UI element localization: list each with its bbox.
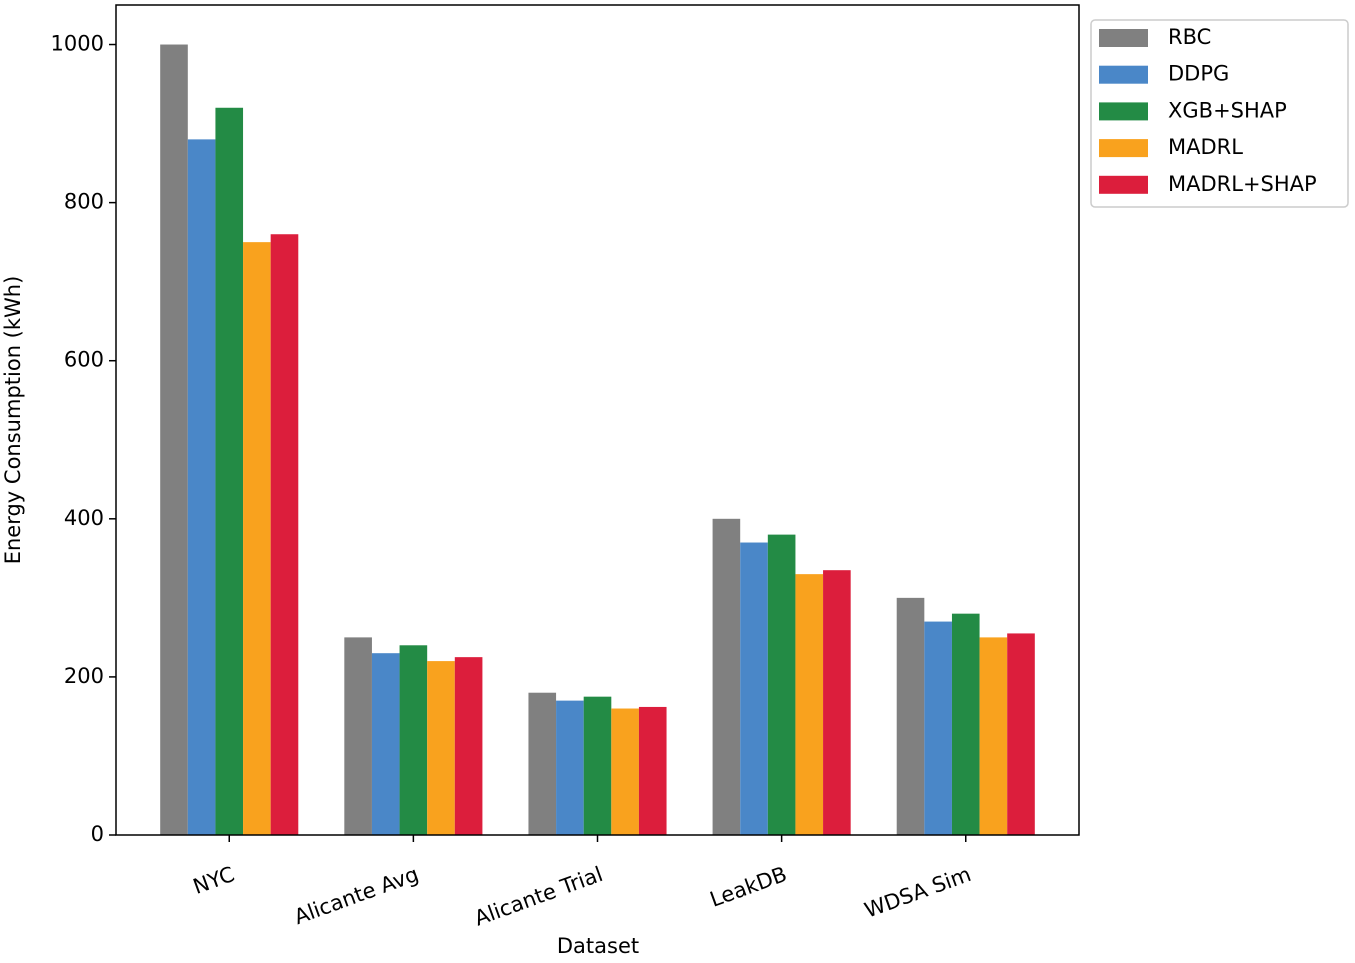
legend-swatch [1099,175,1148,194]
bar [979,637,1008,835]
bar [427,661,455,835]
bar [1007,633,1035,835]
bar [528,692,557,835]
bar [243,242,271,836]
bar [215,107,244,835]
y-axis-label: Energy Consumption (kWh) [1,276,25,565]
bar [454,657,483,835]
legend-swatch [1099,139,1148,158]
legend-label: XGB+SHAP [1168,98,1287,122]
bar [160,44,188,836]
bar [638,706,667,835]
bar [951,613,980,835]
legend-label: MADRL [1168,135,1243,159]
legend-swatch [1099,29,1148,47]
bar [583,696,612,835]
bar [767,534,796,835]
x-tick-label: Alicante Trial [471,862,606,931]
bar [187,139,216,835]
bar [924,621,952,835]
bar [896,597,925,835]
bar [371,653,400,835]
legend-swatch [1099,65,1148,84]
legend-box [1090,19,1349,208]
plot-frame [115,4,1080,836]
bar [399,645,428,835]
bar [344,637,372,835]
y-tick-label: 200 [64,664,104,688]
legend-label: RBC [1168,25,1211,49]
bar [740,542,768,835]
legend-swatch [1099,102,1148,121]
x-tick-label: LeakDB [707,862,790,912]
bar [823,570,851,835]
x-tick-label: Alicante Avg [291,862,422,929]
x-tick-label: NYC [190,862,238,899]
bar [270,234,299,835]
legend-label: DDPG [1168,62,1229,86]
bar [795,574,824,835]
y-tick-label: 1000 [51,32,104,56]
y-tick-label: 800 [64,190,104,214]
bar [556,700,584,835]
y-tick-label: 400 [64,506,104,530]
bar [712,518,741,835]
y-tick-label: 0 [91,822,104,846]
bar [611,708,639,835]
y-tick-label: 600 [64,348,104,372]
x-tick-label: WDSA Sim [861,862,974,923]
x-axis-label: Dataset [557,934,639,958]
legend-label: MADRL+SHAP [1168,172,1317,196]
